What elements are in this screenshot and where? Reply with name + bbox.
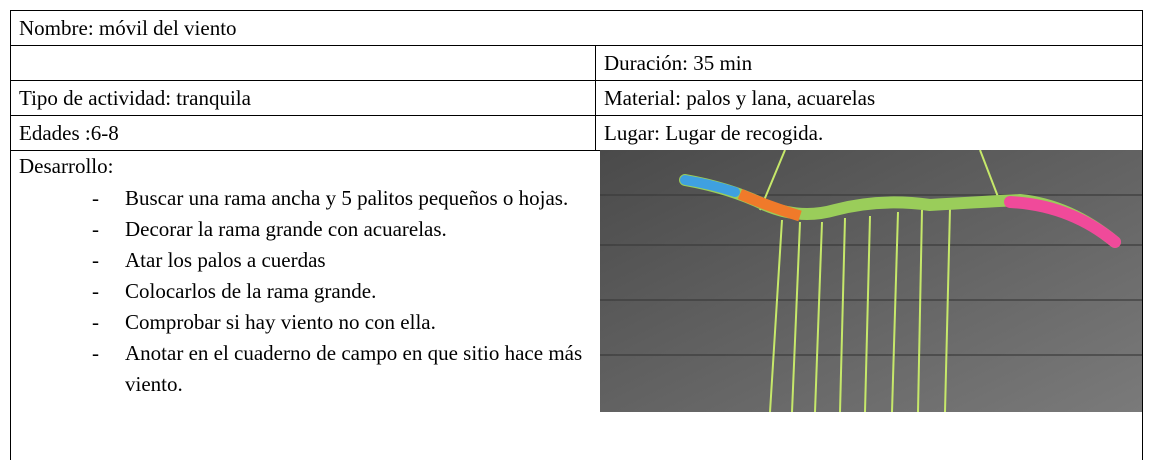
name: Nombre: móvil del viento: [19, 16, 237, 40]
name-cell: Nombre: móvil del viento: [10, 10, 1143, 46]
duration: Duración: 35 min: [604, 51, 753, 75]
place-cell: Lugar: Lugar de recogida.: [595, 115, 1143, 151]
material: Material: palos y lana, acuarelas: [604, 86, 876, 110]
duration-cell: Duración: 35 min: [595, 45, 1143, 81]
ages: Edades :6-8: [19, 121, 119, 145]
step-text: Atar los palos a cuerdas: [125, 248, 326, 272]
bullet: -: [92, 248, 99, 272]
bullet: -: [92, 217, 99, 241]
development-cell: Desarrollo:: [10, 150, 1143, 460]
development-label: Desarrollo:: [19, 154, 114, 178]
type-cell: Tipo de actividad: tranquila: [10, 80, 596, 116]
bullet: -: [92, 279, 99, 303]
activity-type: Tipo de actividad: tranquila: [19, 86, 251, 110]
step-text: Decorar la rama grande con acuarelas.: [125, 217, 447, 241]
material-cell: Material: palos y lana, acuarelas: [595, 80, 1143, 116]
step-text: Buscar una rama ancha y 5 palitos pequeñ…: [125, 186, 569, 210]
step-text: Anotar en el cuaderno de campo en que si…: [125, 341, 583, 396]
step-text: Comprobar si hay viento no con ella.: [125, 310, 436, 334]
place: Lugar: Lugar de recogida.: [604, 121, 824, 145]
bullet: -: [92, 310, 99, 334]
ages-cell: Edades :6-8: [10, 115, 596, 151]
step-text: Colocarlos de la rama grande.: [125, 279, 377, 303]
page: Nombre: móvil del viento Duración: 35 mi…: [10, 10, 1143, 460]
bullet: -: [92, 186, 99, 210]
empty-cell: [10, 45, 596, 81]
photo: [600, 150, 1142, 412]
bullet: -: [92, 341, 99, 365]
